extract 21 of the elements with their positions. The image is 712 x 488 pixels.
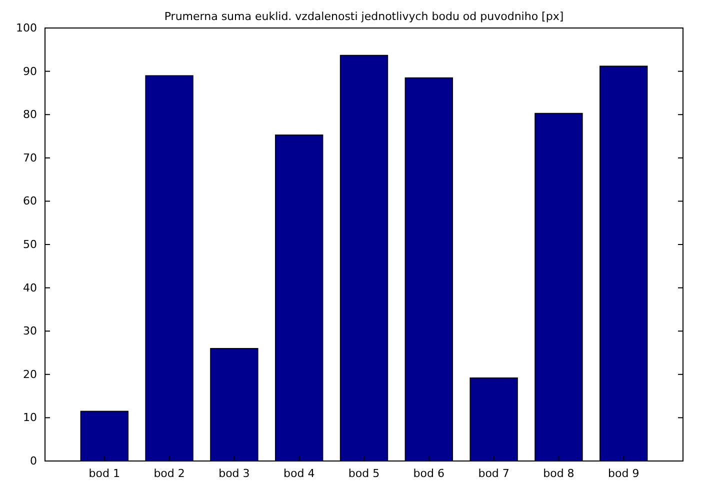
y-tick-label: 30 bbox=[23, 324, 37, 338]
x-tick-label: bod 1 bbox=[88, 466, 120, 480]
y-tick-label: 20 bbox=[23, 368, 37, 381]
y-tick-label: 90 bbox=[23, 64, 37, 78]
y-tick-label: 0 bbox=[30, 454, 37, 468]
y-tick-label: 50 bbox=[23, 238, 37, 252]
y-tick-label: 80 bbox=[23, 108, 37, 122]
y-tick-label: 100 bbox=[16, 22, 37, 35]
x-tick-label: bod 5 bbox=[348, 466, 380, 480]
y-tick-label: 60 bbox=[23, 194, 37, 208]
y-tick-label: 70 bbox=[23, 151, 37, 164]
y-tick-label: 10 bbox=[23, 411, 37, 424]
x-tick-label: bod 3 bbox=[218, 466, 250, 480]
x-tick-label: bod 9 bbox=[608, 466, 640, 480]
chart-title: Prumerna suma euklid. vzdalenosti jednotlivych bodu od puvodniho [px] bbox=[164, 10, 564, 23]
x-tick-label: bod 7 bbox=[478, 466, 510, 480]
x-tick-label: bod 4 bbox=[283, 466, 315, 480]
x-tick-label: bod 2 bbox=[154, 466, 185, 480]
x-tick-label: bod 6 bbox=[413, 466, 445, 480]
y-tick-label: 40 bbox=[23, 281, 37, 294]
x-tick-label: bod 8 bbox=[543, 466, 574, 480]
